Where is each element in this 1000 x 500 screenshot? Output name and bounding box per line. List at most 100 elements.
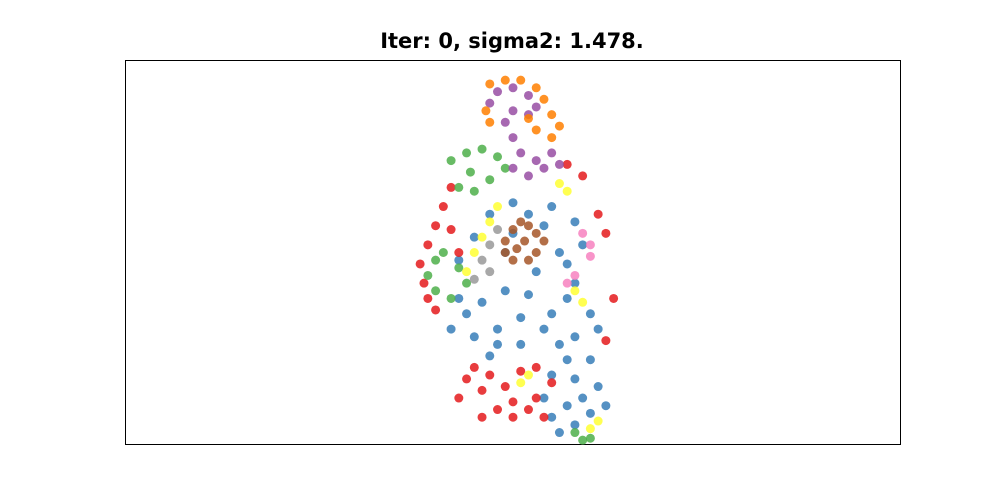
scatter-point <box>562 186 572 196</box>
scatter-point <box>493 339 503 349</box>
scatter-point <box>539 412 549 422</box>
scatter-point <box>593 416 603 426</box>
points-layer <box>415 75 619 445</box>
scatter-point <box>469 274 479 284</box>
scatter-point <box>438 248 448 257</box>
scatter-point <box>469 332 479 342</box>
scatter-point <box>446 293 456 303</box>
plot-area <box>125 60 901 445</box>
scatter-point <box>500 236 510 246</box>
scatter-point <box>462 309 472 319</box>
scatter-point <box>477 297 487 307</box>
scatter-point <box>516 217 526 227</box>
scatter-point <box>570 286 580 296</box>
scatter-point <box>554 121 564 131</box>
scatter-point <box>531 83 541 93</box>
scatter-point <box>485 217 495 227</box>
scatter-point <box>454 293 464 303</box>
scatter-point <box>570 278 580 288</box>
scatter-point <box>493 87 503 97</box>
scatter-point <box>601 401 611 411</box>
scatter-point <box>601 336 611 346</box>
scatter-point <box>508 225 518 235</box>
scatter-point <box>523 290 533 300</box>
scatter-point <box>508 133 518 143</box>
scatter-point <box>446 182 456 192</box>
scatter-point <box>531 362 541 372</box>
scatter-point <box>570 420 580 430</box>
scatter-point <box>585 424 595 434</box>
scatter-point <box>446 156 456 166</box>
scatter-point <box>593 382 603 392</box>
scatter-point <box>547 148 557 158</box>
scatter-point <box>508 163 518 173</box>
scatter-point <box>469 186 479 196</box>
scatter-point <box>493 152 503 162</box>
scatter-point <box>508 412 518 422</box>
scatter-point <box>446 324 456 334</box>
scatter-point <box>454 182 464 192</box>
scatter-point <box>601 228 611 238</box>
scatter-point <box>477 412 487 422</box>
scatter-point <box>585 240 595 250</box>
scatter-point <box>523 171 533 181</box>
scatter-point <box>562 259 572 269</box>
scatter-point <box>562 355 572 365</box>
scatter-point <box>477 385 487 395</box>
scatter-point <box>485 79 495 89</box>
scatter-point <box>531 228 541 238</box>
scatter-point <box>593 324 603 334</box>
scatter-point <box>585 408 595 418</box>
scatter-point <box>531 125 541 135</box>
scatter-point <box>500 286 510 296</box>
scatter-point <box>454 393 464 403</box>
scatter-point <box>516 378 526 388</box>
axes-frame <box>125 60 901 445</box>
scatter-point <box>547 370 557 380</box>
scatter-point <box>523 255 533 265</box>
scatter-point <box>562 293 572 303</box>
scatter-point <box>531 267 541 277</box>
scatter-point <box>508 255 518 265</box>
scatter-point <box>578 171 588 181</box>
scatter-point <box>469 232 479 242</box>
scatter-point <box>415 259 425 269</box>
scatter-point <box>431 305 441 315</box>
scatter-point <box>454 248 464 257</box>
scatter-point <box>465 167 475 177</box>
scatter-point <box>523 90 533 100</box>
scatter-point <box>493 202 503 212</box>
scatter-point <box>485 267 495 277</box>
scatter-point <box>547 412 557 422</box>
scatter-point <box>493 405 503 415</box>
scatter-point <box>423 240 433 250</box>
scatter-point <box>431 221 441 231</box>
scatter-point <box>485 117 495 127</box>
scatter-point <box>493 324 503 334</box>
scatter-point <box>578 435 588 445</box>
scatter-point <box>485 240 495 250</box>
scatter-point <box>419 278 429 288</box>
scatter-point <box>554 428 564 438</box>
scatter-point <box>516 75 526 85</box>
scatter-point <box>539 163 549 173</box>
scatter-point <box>547 133 557 143</box>
scatter-point <box>523 209 533 219</box>
scatter-point <box>485 209 495 219</box>
scatter-point <box>523 113 533 123</box>
scatter-point <box>570 217 580 227</box>
scatter-point <box>523 405 533 415</box>
scatter-point <box>585 433 595 443</box>
scatter-point <box>516 339 526 349</box>
scatter-point <box>493 225 503 235</box>
scatter-point <box>500 163 510 173</box>
scatter-point <box>462 148 472 158</box>
scatter-point <box>609 293 619 303</box>
scatter-point <box>539 324 549 334</box>
scatter-point <box>523 370 533 380</box>
scatter-point <box>531 156 541 166</box>
scatter-point <box>520 236 530 246</box>
scatter-point <box>512 244 522 254</box>
